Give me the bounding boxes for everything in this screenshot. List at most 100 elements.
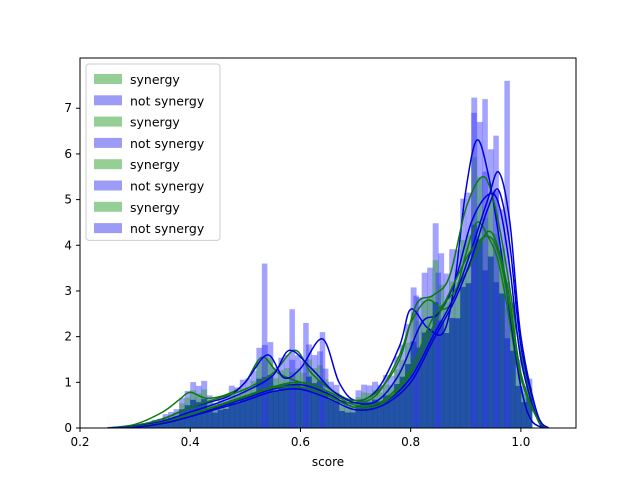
hist-bar-overlap <box>449 318 456 428</box>
hist-bar-overlap <box>405 364 412 428</box>
hist-bar-overlap <box>355 404 362 428</box>
legend-label: synergy <box>130 157 180 172</box>
hist-bar-overlap <box>173 416 180 428</box>
legend-swatch <box>94 74 122 84</box>
hist-bar-not-synergy-peak <box>471 112 477 428</box>
hist-bar-overlap <box>267 375 274 428</box>
hist-bar-overlap <box>465 283 472 428</box>
legend: synergy not synergy synergy not synergy syne… <box>85 63 221 241</box>
hist-bar-overlap <box>438 320 445 428</box>
legend-swatch <box>94 180 122 191</box>
hist-bar-overlap <box>245 397 252 428</box>
hist-bar-overlap <box>366 401 373 428</box>
kde-curve-not-synergy-3 <box>107 192 549 428</box>
hist-bar-overlap <box>212 412 219 428</box>
hist-bar-overlap <box>476 239 483 428</box>
hist-bar-overlap <box>272 390 279 428</box>
hist-bar-not-synergy-peak <box>482 99 488 428</box>
legend-label: synergy <box>130 72 180 87</box>
hist-bar-overlap <box>328 399 334 428</box>
hist-bar-overlap <box>228 401 235 428</box>
hist-bar-overlap <box>482 270 489 428</box>
legend-swatch <box>94 223 122 234</box>
hist-bar-overlap <box>168 418 175 428</box>
hist-bar-overlap <box>520 402 527 428</box>
hist-bar-overlap <box>223 408 230 428</box>
hist-bar-overlap <box>493 282 500 428</box>
hist-bar-overlap <box>333 401 340 428</box>
hist-bar-not-synergy-peak <box>303 322 309 428</box>
x-axis-ticks: 0.2 0.4 0.6 0.8 1.0 <box>70 428 530 449</box>
x-axis-label: score <box>312 455 344 469</box>
y-tick-label: 7 <box>64 101 72 115</box>
hist-bar-overlap <box>256 378 263 428</box>
legend-swatch <box>94 159 122 170</box>
hist-bar-overlap <box>410 341 417 428</box>
plot-area <box>107 80 549 428</box>
hist-bar-overlap <box>311 383 318 428</box>
legend-swatch <box>94 137 122 148</box>
hist-bar-overlap <box>399 376 406 428</box>
hist-bar-overlap <box>504 338 511 428</box>
y-tick-label: 0 <box>64 421 72 435</box>
hist-bar-overlap <box>305 376 312 428</box>
hist-bar-overlap <box>383 395 390 428</box>
hist-bar-overlap <box>217 409 224 428</box>
hist-bar-overlap <box>526 397 533 428</box>
hist-bar-overlap <box>443 333 450 428</box>
hist-bar-overlap <box>322 391 329 428</box>
hist-bar-overlap <box>300 386 307 428</box>
hist-bar-overlap <box>316 380 323 428</box>
hist-bar-overlap <box>261 376 268 428</box>
legend-box <box>85 63 221 241</box>
hist-bar-overlap <box>157 422 164 428</box>
axes-frame <box>79 57 577 429</box>
x-tick-label: 0.4 <box>181 435 200 449</box>
hist-bar-overlap <box>283 383 290 428</box>
hist-bar-not-synergy-peak <box>289 309 295 428</box>
hist-bar-overlap <box>278 384 285 428</box>
hist-bar-overlap <box>344 412 351 428</box>
y-tick-label: 4 <box>64 238 72 252</box>
hist-bar-overlap <box>487 256 494 428</box>
hist-bar-overlap <box>432 302 439 428</box>
y-tick-label: 5 <box>64 193 72 207</box>
hist-bar-overlap <box>416 347 423 428</box>
legend-label: not synergy <box>130 221 205 236</box>
hist-bar-overlap <box>427 329 434 428</box>
kde-curve-synergy-2 <box>107 176 549 428</box>
hist-bar-overlap <box>421 332 428 428</box>
hist-bar-not-synergy-peak <box>493 135 499 428</box>
y-tick-label: 1 <box>64 375 72 389</box>
hist-bar-overlap <box>498 293 505 428</box>
legend-label: synergy <box>130 115 180 130</box>
kde-curves <box>107 139 549 428</box>
hist-bar-overlap <box>350 412 356 428</box>
x-tick-label: 0.8 <box>401 435 420 449</box>
hist-bar-not-synergy-peak <box>261 263 268 428</box>
legend-label: not synergy <box>130 179 205 194</box>
kde-curve-not-synergy-7 <box>107 188 549 428</box>
hist-bar-overlap <box>162 419 169 428</box>
hist-bar-overlap <box>454 318 461 428</box>
hist-bar-overlap <box>250 392 257 428</box>
hist-bar-overlap <box>289 386 296 428</box>
hist-bar-overlap <box>471 224 478 428</box>
hist-bar-overlap <box>460 286 467 428</box>
x-tick-label: 1.0 <box>511 435 530 449</box>
hist-bar-overlap <box>339 410 345 428</box>
legend-label: synergy <box>130 200 180 215</box>
hist-bar-not-synergy-peak <box>413 295 419 428</box>
hist-bar-overlap <box>515 385 522 428</box>
hist-bar-overlap <box>206 407 213 428</box>
x-tick-label: 0.2 <box>70 435 89 449</box>
hist-bar-overlap <box>239 398 246 428</box>
legend-label: not synergy <box>130 136 205 151</box>
hist-bar-overlap <box>377 401 384 428</box>
hist-bar-not-synergy-peak <box>435 272 441 428</box>
hist-bar-overlap <box>509 350 516 428</box>
hist-bar-overlap <box>388 395 395 428</box>
y-tick-label: 2 <box>64 330 72 344</box>
kde-curve-synergy-0 <box>107 221 549 428</box>
